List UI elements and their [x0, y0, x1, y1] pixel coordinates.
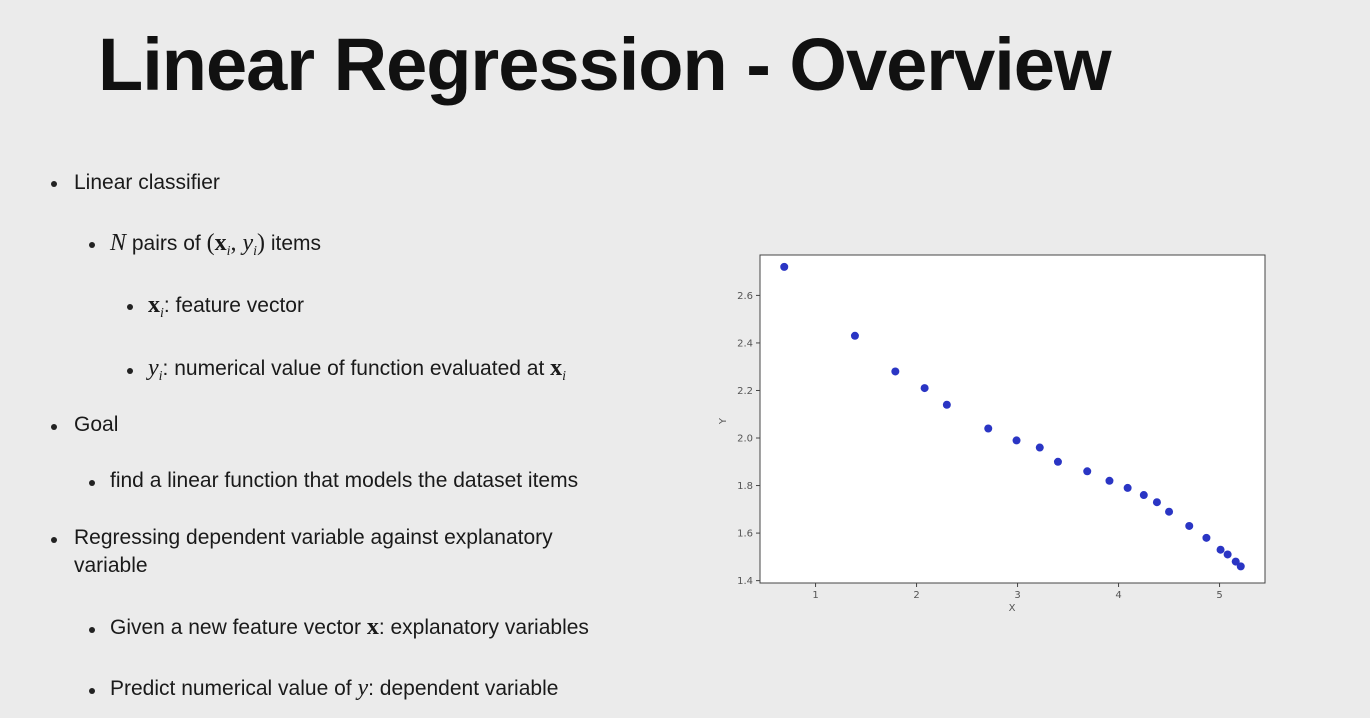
bullet-n-pairs: N pairs of (xi, yi) items	[110, 229, 321, 266]
data-points	[780, 262, 1245, 571]
y-tick-label: 2.0	[737, 434, 753, 445]
data-point	[1202, 533, 1211, 542]
data-point	[1216, 545, 1225, 554]
data-point	[1236, 562, 1245, 571]
bullet-numerical-value: yi: numerical value of function evaluate…	[148, 354, 566, 391]
math-pair: (xi, yi)	[206, 230, 265, 259]
bullet-goal: Goal	[74, 411, 118, 439]
data-point	[1152, 498, 1161, 507]
data-point	[1165, 507, 1174, 516]
data-point	[1139, 491, 1148, 500]
bullet-text: Goal	[74, 413, 119, 436]
x-tick-label: 4	[1115, 590, 1121, 601]
bullet-text: Predict numerical value of	[110, 677, 358, 700]
bullet-find-linear-function: find a linear function that models the d…	[110, 467, 578, 495]
y-tick-label: 1.4	[737, 576, 753, 587]
bullet-text: pairs of	[126, 232, 207, 255]
bullet-text: Linear classifier	[74, 171, 220, 194]
bullet-dot	[51, 181, 57, 187]
data-point	[1012, 436, 1021, 445]
x-tick-label: 3	[1014, 590, 1020, 601]
x-tick-label: 5	[1216, 590, 1222, 601]
bullet-text: : feature vector	[163, 294, 304, 317]
data-point	[1053, 457, 1062, 466]
math-n: N	[110, 230, 127, 256]
bullet-text: : numerical value of function evaluated …	[162, 357, 551, 380]
bullet-dot	[51, 424, 57, 430]
data-point	[1083, 467, 1092, 476]
bullet-dot	[89, 688, 95, 694]
plot-area	[759, 254, 1266, 584]
bullet-dot	[127, 368, 133, 374]
bullet-text: Given a new feature vector	[110, 616, 367, 639]
data-point	[780, 262, 789, 271]
x-axis-label: X	[1009, 603, 1016, 614]
bullet-text: items	[265, 232, 322, 255]
bullet-dot	[89, 627, 95, 633]
bullet-predict: Predict numerical value of y: dependent …	[110, 674, 558, 703]
data-point	[984, 424, 993, 433]
bullet-feature-vector: xi: feature vector	[148, 291, 304, 328]
math-x: x	[366, 614, 379, 640]
y-tick-label: 2.6	[737, 291, 753, 302]
bullet-dot	[127, 304, 133, 310]
bullet-text: : explanatory variables	[378, 616, 589, 639]
data-point	[1035, 443, 1044, 452]
data-point	[1185, 521, 1194, 530]
y-tick-label: 2.2	[737, 386, 753, 397]
scatter-plot: 1.4 1.6 1.8 2.0 2.2 2.4 2.6 1 2 3 4 5 X Y	[718, 254, 1266, 614]
data-point	[1223, 550, 1232, 559]
data-point	[1123, 483, 1132, 492]
math-xi: xi	[148, 292, 164, 321]
data-point	[1231, 557, 1240, 566]
x-tick-label: 1	[812, 590, 818, 601]
bullet-dot	[89, 480, 95, 486]
y-axis: 1.4 1.6 1.8 2.0 2.2 2.4 2.6	[737, 291, 760, 587]
slide-title: Linear Regression - Overview	[98, 23, 1112, 106]
bullet-text-line1: Regressing dependent variable against ex…	[74, 526, 553, 549]
bullet-linear-classifier: Linear classifier	[74, 169, 220, 197]
bullet-text: : dependent variable	[368, 677, 559, 700]
data-point	[891, 367, 900, 376]
bullet-dot	[51, 537, 57, 543]
data-point	[850, 331, 859, 340]
math-yi: yi	[148, 355, 163, 384]
data-point	[920, 384, 929, 393]
bullet-regressing: Regressing dependent variable against ex…	[74, 524, 553, 580]
data-point	[942, 400, 951, 409]
math-y: y	[357, 675, 369, 701]
x-tick-label: 2	[913, 590, 919, 601]
bullet-given-new-vector: Given a new feature vector x: explanator…	[110, 613, 589, 642]
y-axis-label: Y	[718, 417, 729, 425]
math-xi: xi	[550, 355, 567, 384]
x-axis: 1 2 3 4 5	[812, 583, 1223, 601]
bullet-dot	[89, 242, 95, 248]
bullet-text: find a linear function that models the d…	[110, 469, 579, 492]
y-tick-label: 1.6	[737, 529, 753, 540]
y-tick-label: 1.8	[737, 481, 753, 492]
y-tick-label: 2.4	[737, 338, 753, 349]
data-point	[1105, 476, 1114, 485]
bullet-text-line2: variable	[74, 554, 148, 577]
